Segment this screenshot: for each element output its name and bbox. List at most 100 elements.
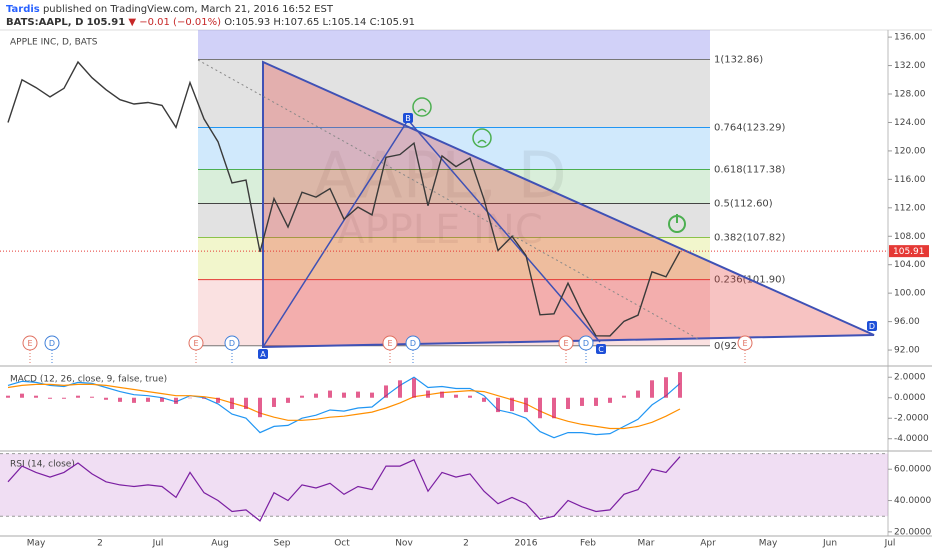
last-price-tag [889,245,929,258]
histogram-bar [342,392,346,398]
histogram-bar [650,380,654,398]
x-tick-label: 2 [97,539,103,549]
event-label: E [563,339,568,348]
x-tick-label: Jul [884,539,896,549]
histogram-bar [300,395,304,398]
histogram-bar [622,395,626,398]
y-tick-label: 100.00 [894,289,926,299]
histogram-bar [216,397,220,403]
panel-title: APPLE INC, D, BATS [10,38,98,48]
x-tick-label: 2 [463,539,469,549]
histogram-bar [244,397,248,410]
point-badge [258,349,268,359]
event-marker [558,335,574,351]
histogram-bar [258,397,262,418]
y-tick-label: 112.00 [894,203,926,213]
x-tick-label: Aug [211,539,229,549]
fib-label: 0.618(117.38) [714,165,786,176]
event-label: E [27,339,32,348]
histogram-bar [664,377,668,398]
fib-label: 0.382(107.82) [714,233,786,244]
sad-icon [472,128,492,148]
event-marker [405,335,421,351]
y-tick-label: 136.00 [894,33,926,43]
y-tick-label: 128.00 [894,90,926,100]
y-tick-label: 96.00 [894,317,920,327]
histogram-bar [538,397,542,419]
event-label: D [229,339,235,348]
event-marker [382,335,398,351]
y-tick-label: -4.0000 [894,434,929,444]
fib-top-band [198,30,710,60]
y-tick-label: 60.0000 [894,465,931,475]
event-marker [188,335,204,351]
point-label: B [405,114,411,123]
y-tick-label: 2.0000 [894,373,926,383]
published: published on TradingView.com, March 21, … [43,4,334,15]
histogram-bar [76,395,80,398]
histogram-bar [20,393,24,398]
histogram-bar [454,394,458,398]
y-tick-label: 20.0000 [894,527,931,537]
sad-icon [417,108,427,113]
point-badge [596,344,606,354]
x-tick-label: May [27,539,46,549]
event-marker [224,335,240,351]
histogram-bar [398,380,402,398]
panel-title: RSI (14, close) [10,460,75,470]
y-tick-label: 120.00 [894,146,926,156]
header-line: Tardis published on TradingView.com, Mar… [6,4,334,15]
last: 105.91 [87,17,126,28]
point-label: C [598,345,604,354]
x-tick-label: Mar [638,539,655,549]
histogram-bar [426,390,430,398]
event-label: E [742,339,747,348]
y-tick-label: 92.00 [894,346,920,356]
fib-label: 0(92 [714,341,737,352]
y-tick-label: 104.00 [894,260,926,270]
event-marker [22,335,38,351]
x-tick-label: Apr [700,539,716,549]
histogram-bar [132,397,136,403]
histogram-bar [272,397,276,407]
symbol-line: BATS:AAPL, D 105.91 ▼ −0.01 (−0.01%) O:1… [6,17,415,28]
event-label: D [583,339,589,348]
histogram-bar [510,397,514,412]
point-badge [403,113,413,123]
last-price-label: 105.91 [893,247,925,257]
histogram-bar [90,396,94,398]
ohlc: O:105.93 H:107.65 L:105.14 C:105.91 [224,17,415,28]
histogram-bar [496,397,500,413]
histogram-bar [566,397,570,410]
series-line [7,456,681,522]
change: ▼ −0.01 (−0.01%) [128,17,221,28]
x-tick-label: Nov [395,539,413,549]
histogram-bar [608,397,612,403]
rsi-band [0,453,888,517]
sad-icon [412,97,432,117]
histogram-bar [174,397,178,404]
histogram-bar [678,372,682,398]
x-tick-label: Jun [822,539,837,549]
y-tick-label: 108.00 [894,232,926,242]
publisher[interactable]: Tardis [6,4,40,15]
histogram-bar [314,393,318,398]
histogram-bar [48,397,52,399]
histogram-bar [286,397,290,403]
histogram-bar [384,385,388,398]
trend-dotted [197,59,701,341]
histogram-bar [440,391,444,398]
x-tick-label: Feb [580,539,596,549]
event-label: E [387,339,392,348]
histogram-bar [202,397,206,399]
histogram-bar [118,397,122,402]
histogram-bar [356,391,360,398]
histogram-bar [328,390,332,398]
y-tick-label: 124.00 [894,118,926,128]
fib-band [198,127,710,170]
histogram-bar [412,378,416,398]
series-line [7,60,681,337]
fib-band [198,237,710,280]
